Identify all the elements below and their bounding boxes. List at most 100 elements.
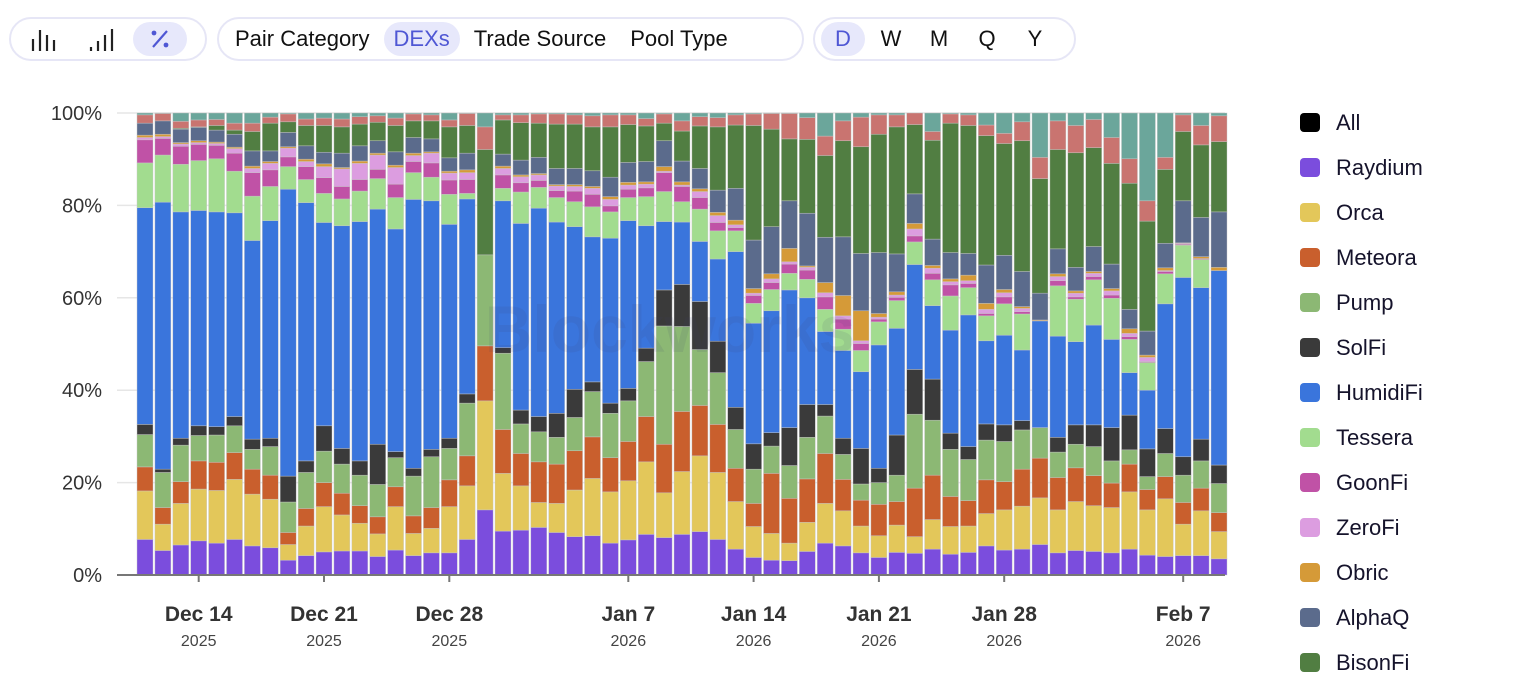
bar-stack[interactable] <box>244 112 261 576</box>
legend-item-all[interactable]: All <box>1300 100 1423 145</box>
interval-quarter[interactable]: Q <box>978 26 996 51</box>
bar-stack[interactable] <box>942 112 959 576</box>
bar-stack[interactable] <box>870 112 888 576</box>
bar-stack[interactable] <box>190 112 207 576</box>
legend-item-obric[interactable]: Obric <box>1300 550 1423 595</box>
legend-item-solfi[interactable]: SolFi <box>1300 325 1423 370</box>
bar-stack[interactable] <box>1210 112 1228 576</box>
bar-stack[interactable] <box>745 112 762 576</box>
bar-stack[interactable] <box>960 112 977 576</box>
bar-segment-orca <box>1031 497 1049 545</box>
bar-stack[interactable] <box>315 112 333 576</box>
bar-stack[interactable] <box>1031 112 1049 576</box>
bar-stack[interactable] <box>440 112 458 576</box>
bar-stack[interactable] <box>136 112 154 576</box>
legend-item-orca[interactable]: Orca <box>1300 190 1423 235</box>
tab-pair-category[interactable]: Pair Category <box>235 26 370 51</box>
bar-stack[interactable] <box>1139 112 1156 576</box>
legend-item-goonfi[interactable]: GoonFi <box>1300 460 1423 505</box>
bar-stack[interactable] <box>852 112 870 576</box>
bar-stack[interactable] <box>458 112 476 576</box>
bar-segment-meteora <box>405 515 422 534</box>
tab-pool-type[interactable]: Pool Type <box>630 26 728 51</box>
bar-stack[interactable] <box>423 112 440 576</box>
bar-stack[interactable] <box>619 112 637 576</box>
bar-stack[interactable] <box>261 112 279 576</box>
bar-stack[interactable] <box>548 112 566 576</box>
bar-stack[interactable] <box>655 112 673 576</box>
legend-item-meteora[interactable]: Meteora <box>1300 235 1423 280</box>
bar-stack[interactable] <box>512 112 530 576</box>
bar-stack[interactable] <box>208 112 225 576</box>
bar-segment-bisonfi <box>548 123 566 169</box>
bar-stack[interactable] <box>763 112 780 576</box>
bar-stack[interactable] <box>405 112 422 576</box>
percent-button[interactable] <box>133 22 187 56</box>
legend-item-bisonfi[interactable]: BisonFi <box>1300 640 1423 685</box>
bar-stack[interactable] <box>924 112 941 576</box>
legend: All Raydium Orca Meteora Pump SolFi HumidiFi Te… <box>1300 100 1423 685</box>
legend-item-alphaq[interactable]: AlphaQ <box>1300 595 1423 640</box>
interval-day[interactable]: D <box>821 22 865 56</box>
bar-segment-raydium <box>297 555 315 576</box>
bar-stack[interactable] <box>709 112 727 576</box>
bar-stack[interactable] <box>351 112 369 576</box>
bar-stack[interactable] <box>226 112 243 576</box>
bar-stack[interactable] <box>1192 112 1210 576</box>
tab-dexs[interactable]: DEXs <box>383 22 460 56</box>
bar-stack[interactable] <box>798 112 816 576</box>
legend-item-tessera[interactable]: Tessera <box>1300 415 1423 460</box>
bar-stack[interactable] <box>1013 112 1031 576</box>
bar-stack[interactable] <box>1121 112 1138 576</box>
legend-item-raydium[interactable]: Raydium <box>1300 145 1423 190</box>
bar-stack[interactable] <box>834 112 852 576</box>
bar-stack[interactable] <box>369 112 387 576</box>
bar-stack[interactable] <box>602 112 619 576</box>
bar-segment-other <box>1174 112 1192 116</box>
bar-stack[interactable] <box>888 112 906 576</box>
bar-stack[interactable] <box>530 112 548 576</box>
bar-stack[interactable] <box>637 112 655 576</box>
bar-stack[interactable] <box>977 112 995 576</box>
bar-stack[interactable] <box>297 112 315 576</box>
bar-segment-other <box>995 133 1013 144</box>
bar-stack[interactable] <box>995 112 1013 576</box>
bar-stack[interactable] <box>279 112 297 576</box>
bar-stack[interactable] <box>566 112 583 576</box>
bar-stack[interactable] <box>1067 112 1085 576</box>
bar-stack[interactable] <box>727 112 745 576</box>
interval-week[interactable]: W <box>880 26 902 51</box>
bar-stack[interactable] <box>1049 112 1067 576</box>
bar-segment-pump <box>297 472 315 509</box>
bar-stack[interactable] <box>906 112 924 576</box>
bar-stack[interactable] <box>781 112 798 576</box>
bar-stack[interactable] <box>172 112 190 576</box>
legend-item-pump[interactable]: Pump <box>1300 280 1423 325</box>
interval-month[interactable]: M <box>929 26 949 51</box>
bar-stack[interactable] <box>673 112 691 576</box>
legend-item-zerofi[interactable]: ZeroFi <box>1300 505 1423 550</box>
stacked-bars-button[interactable] <box>75 22 129 56</box>
grouped-bars-button[interactable] <box>17 22 71 56</box>
bar-stack[interactable] <box>584 112 601 576</box>
bar-stack[interactable] <box>1174 112 1192 576</box>
bar-segment-orca <box>1067 501 1085 551</box>
bar-stack[interactable] <box>333 112 351 576</box>
bar-stack[interactable] <box>1157 112 1174 576</box>
bar-stack[interactable] <box>154 112 172 576</box>
bar-segment-tessera <box>494 188 512 202</box>
bar-stack[interactable] <box>494 112 512 576</box>
bar-stack[interactable] <box>816 112 834 576</box>
bar-stack[interactable] <box>387 112 404 576</box>
bar-stack[interactable] <box>691 112 709 576</box>
bar-stack[interactable] <box>476 112 494 576</box>
bar-stack[interactable] <box>1103 112 1120 576</box>
bar-segment-orca <box>387 506 404 551</box>
bar-segment-other <box>548 112 566 115</box>
bar-segment-obric <box>942 278 959 282</box>
bar-stack[interactable] <box>1085 112 1102 576</box>
bar-segment-humidifi <box>387 228 404 452</box>
interval-year[interactable]: Y <box>1027 26 1043 51</box>
legend-item-humidifi[interactable]: HumidiFi <box>1300 370 1423 415</box>
tab-trade-source[interactable]: Trade Source <box>473 26 607 51</box>
